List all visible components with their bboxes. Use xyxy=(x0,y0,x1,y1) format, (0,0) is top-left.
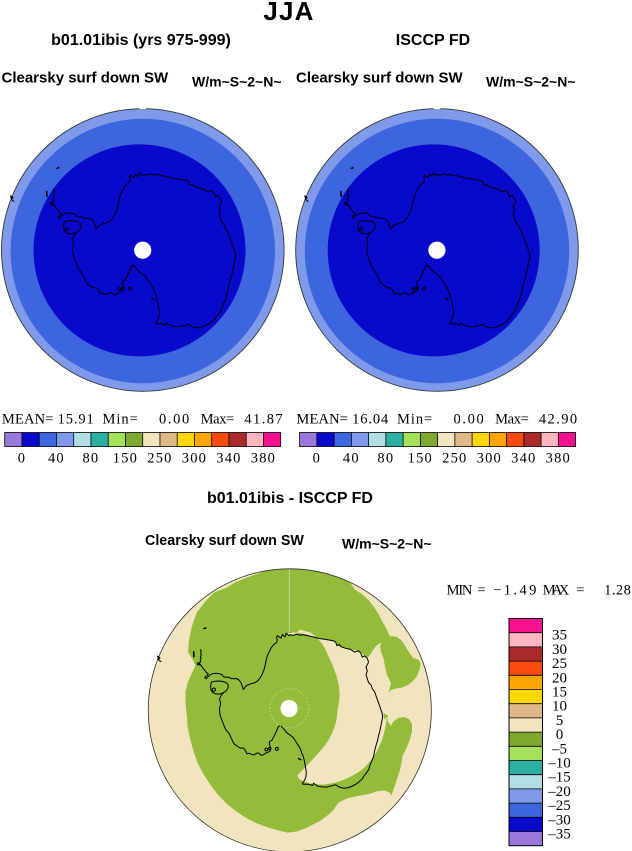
svg-text:30: 30 xyxy=(552,642,567,658)
svg-text:MEAN=: MEAN= xyxy=(2,411,54,427)
svg-text:15.91: 15.91 xyxy=(58,411,94,427)
svg-text:–30: –30 xyxy=(547,812,571,828)
svg-text:80: 80 xyxy=(82,450,99,466)
svg-text:W/m~S~2~N~: W/m~S~2~N~ xyxy=(486,73,576,89)
svg-text:ISCCP FD: ISCCP FD xyxy=(396,32,470,49)
svg-text:300: 300 xyxy=(477,450,502,466)
svg-text:40: 40 xyxy=(48,450,65,466)
svg-text:20: 20 xyxy=(552,670,567,686)
svg-text:1.28: 1.28 xyxy=(604,583,631,599)
svg-text:250: 250 xyxy=(442,450,467,466)
svg-text:–20: –20 xyxy=(547,784,571,800)
svg-text:Min=: Min= xyxy=(397,411,432,427)
svg-text:380: 380 xyxy=(546,450,571,466)
svg-text:0.00: 0.00 xyxy=(159,411,189,427)
svg-text:=: = xyxy=(576,583,584,599)
svg-text:–25: –25 xyxy=(547,798,571,814)
svg-text:Max=: Max= xyxy=(201,411,235,427)
svg-text:41.87: 41.87 xyxy=(244,411,282,427)
svg-text:JJA: JJA xyxy=(263,0,314,26)
svg-text:250: 250 xyxy=(147,450,172,466)
svg-text:–35: –35 xyxy=(547,827,571,843)
svg-text:10: 10 xyxy=(552,699,567,715)
svg-text:0: 0 xyxy=(556,727,564,743)
svg-text:40: 40 xyxy=(343,450,360,466)
svg-text:25: 25 xyxy=(552,656,567,672)
svg-text:–10: –10 xyxy=(547,756,571,772)
svg-text:Max=: Max= xyxy=(495,411,529,427)
svg-text:0: 0 xyxy=(313,450,321,466)
svg-text:b01.01ibis (yrs 975-999): b01.01ibis (yrs 975-999) xyxy=(51,32,231,49)
svg-text:W/m~S~2~N~: W/m~S~2~N~ xyxy=(192,73,282,89)
svg-text:0.00: 0.00 xyxy=(454,411,484,427)
svg-text:80: 80 xyxy=(377,450,394,466)
svg-text:Clearsky surf down SW: Clearsky surf down SW xyxy=(296,70,464,87)
svg-text:0: 0 xyxy=(18,450,26,466)
svg-text:–5: –5 xyxy=(551,741,567,757)
svg-text:Min=: Min= xyxy=(103,411,138,427)
svg-text:−1.49: −1.49 xyxy=(493,583,536,599)
svg-text:W/m~S~2~N~: W/m~S~2~N~ xyxy=(342,535,432,551)
svg-text:16.04: 16.04 xyxy=(352,411,389,427)
svg-text:=: = xyxy=(477,583,485,599)
svg-text:150: 150 xyxy=(408,450,433,466)
svg-text:5: 5 xyxy=(556,713,564,729)
svg-text:Clearsky surf down SW: Clearsky surf down SW xyxy=(2,70,170,87)
svg-text:–15: –15 xyxy=(547,770,571,786)
svg-text:MIN: MIN xyxy=(447,583,473,599)
svg-text:MEAN=: MEAN= xyxy=(296,411,348,427)
svg-text:340: 340 xyxy=(216,450,241,466)
svg-text:Clearsky surf down SW: Clearsky surf down SW xyxy=(145,533,304,549)
svg-text:300: 300 xyxy=(182,450,207,466)
svg-text:340: 340 xyxy=(511,450,536,466)
svg-text:b01.01ibis - ISCCP FD: b01.01ibis - ISCCP FD xyxy=(207,490,373,507)
svg-text:15: 15 xyxy=(552,685,567,701)
svg-text:MAX: MAX xyxy=(543,583,570,599)
svg-text:380: 380 xyxy=(251,450,276,466)
svg-text:150: 150 xyxy=(113,450,138,466)
svg-text:35: 35 xyxy=(552,628,567,644)
svg-text:42.90: 42.90 xyxy=(539,411,577,427)
